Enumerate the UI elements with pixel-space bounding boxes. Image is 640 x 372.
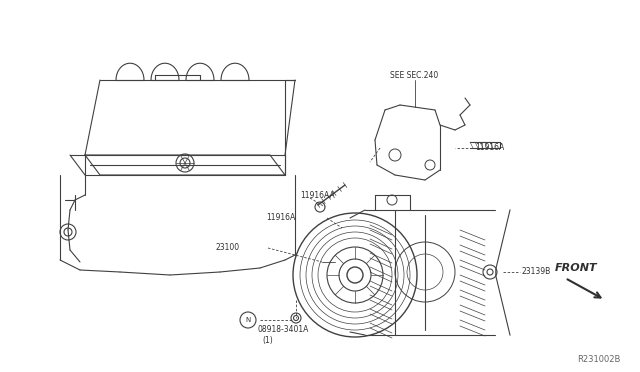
Text: 23139B: 23139B bbox=[522, 267, 551, 276]
Text: (1): (1) bbox=[262, 336, 273, 344]
Text: 11916A: 11916A bbox=[475, 144, 504, 153]
Text: FRONT: FRONT bbox=[555, 263, 598, 273]
Text: 11916AA: 11916AA bbox=[300, 190, 335, 199]
Text: SEE SEC.240: SEE SEC.240 bbox=[390, 71, 438, 80]
Text: N: N bbox=[245, 317, 251, 323]
Text: 23100: 23100 bbox=[216, 244, 240, 253]
Text: 11916A: 11916A bbox=[266, 214, 295, 222]
Text: 08918-3401A: 08918-3401A bbox=[258, 326, 309, 334]
Text: R231002B: R231002B bbox=[577, 356, 620, 365]
